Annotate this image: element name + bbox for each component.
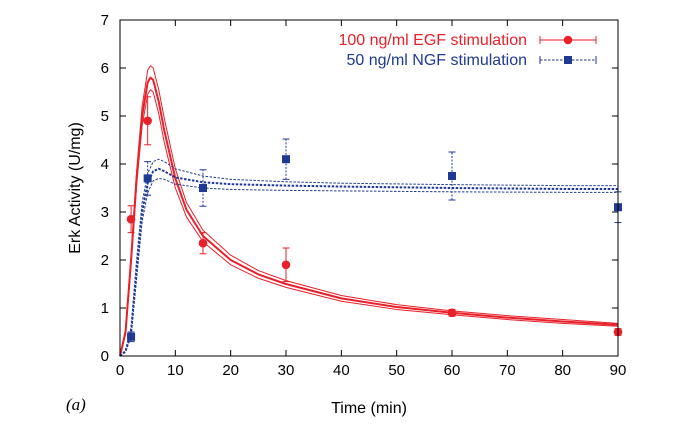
legend-label: 50 ng/ml NGF stimulation [346, 52, 527, 69]
x-tick-label: 90 [610, 362, 627, 379]
x-tick-label: 40 [333, 362, 350, 379]
y-axis-title: Erk Activity (U/mg) [67, 122, 84, 254]
x-axis-title: Time (min) [331, 400, 407, 417]
panel-label: (a) [66, 395, 86, 414]
model-curve [119, 158, 618, 357]
data-point [198, 238, 208, 248]
data-point [199, 184, 207, 192]
legend-label: 100 ng/ml EGF stimulation [338, 32, 527, 49]
series-ngf [119, 138, 622, 357]
data-point [448, 172, 456, 180]
legend-marker [564, 56, 572, 64]
x-tick-label: 0 [116, 362, 124, 379]
data-point [282, 155, 290, 164]
model-curve [119, 89, 619, 357]
axes-layer: 0 10 20 30 40 50 60 70 80 90 0 1 2 3 4 5 6 7 [101, 12, 627, 379]
data-point [126, 214, 136, 224]
x-tick-label: 20 [222, 362, 239, 379]
x-tick-label: 80 [554, 362, 571, 379]
x-tick-label: 60 [444, 362, 461, 379]
model-curve [119, 65, 619, 357]
model-curve [119, 167, 618, 357]
series-egf [119, 65, 623, 357]
data-point [127, 332, 136, 341]
x-tick-label: 50 [388, 362, 405, 379]
model-curve [119, 76, 619, 357]
legend-marker [563, 35, 573, 45]
data-point [447, 308, 457, 318]
y-tick-label: 5 [101, 108, 109, 125]
plot-layer [119, 65, 623, 357]
data-point [143, 116, 152, 126]
legend: 100 ng/ml EGF stimulation 50 ng/ml NGF st… [338, 32, 597, 69]
x-tick-label: 30 [278, 362, 295, 379]
x-tick-label: 10 [167, 362, 184, 379]
y-tick-label: 7 [101, 12, 109, 29]
data-point [143, 174, 152, 183]
y-tick-label: 3 [101, 204, 109, 221]
y-tick-label: 1 [101, 300, 109, 317]
y-tick-label: 2 [101, 252, 109, 269]
data-point [281, 260, 291, 270]
y-tick-label: 4 [101, 156, 109, 173]
x-tick-label: 70 [499, 362, 516, 379]
y-tick-label: 6 [101, 60, 109, 77]
y-tick-label: 0 [101, 348, 109, 365]
model-curve [119, 177, 618, 357]
plot-frame [119, 19, 619, 357]
